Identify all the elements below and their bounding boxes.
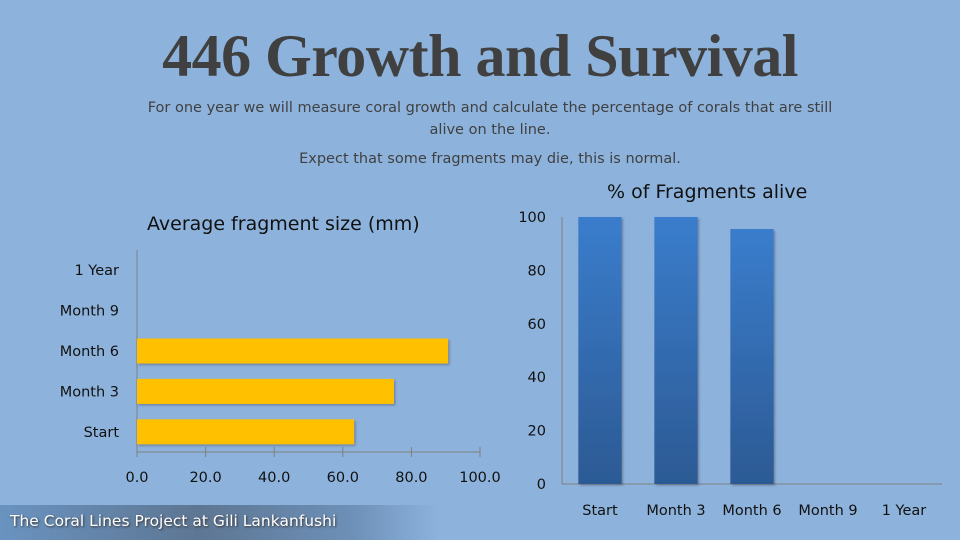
size-chart-x-tick-label: 80.0 <box>395 470 427 486</box>
alive-chart-category-label: Month 3 <box>646 503 705 519</box>
alive-chart-bar <box>730 229 774 484</box>
footer-text: The Coral Lines Project at Gili Lankanfu… <box>10 512 337 530</box>
size-chart-category-label: Month 3 <box>60 384 119 400</box>
size-chart-category-label: Start <box>84 425 120 441</box>
alive-chart-category-label: 1 Year <box>882 503 927 519</box>
alive-chart-y-tick-label: 80 <box>528 263 546 279</box>
alive-chart-category-label: Start <box>582 503 618 519</box>
alive-chart-y-tick-label: 100 <box>518 210 546 226</box>
size-chart-category-label: Month 6 <box>60 344 119 360</box>
size-chart-x-tick-label: 40.0 <box>258 470 290 486</box>
alive-chart-y-tick-label: 0 <box>537 477 546 493</box>
size-chart-x-tick-label: 60.0 <box>327 470 359 486</box>
alive-chart-y-tick-label: 20 <box>528 424 546 440</box>
alive-chart-y-tick-label: 60 <box>528 317 546 333</box>
alive-chart: 0 20 40 60 80 100 Start Month 3 Month 6 Month 9 1 … <box>518 210 942 519</box>
size-chart-x-tick-label: 100.0 <box>459 470 501 486</box>
alive-chart-title: % of Fragments alive <box>607 181 808 203</box>
size-chart-bar <box>137 419 355 445</box>
size-chart-category-label: Month 9 <box>60 304 119 320</box>
size-chart-bar <box>137 338 449 364</box>
slide-subtitle-line2: Expect that some fragments may die, this… <box>299 151 681 167</box>
size-chart-x-tick-label: 20.0 <box>189 470 221 486</box>
size-chart-category-label: 1 Year <box>74 263 119 279</box>
size-chart: 0.0 20.0 40.0 60.0 80.0 100.0 Start Month 3 Mont… <box>60 250 501 486</box>
alive-chart-category-label: Month 9 <box>798 503 857 519</box>
footer-banner: The Coral Lines Project at Gili Lankanfu… <box>0 505 440 540</box>
alive-chart-category-label: Month 6 <box>722 503 781 519</box>
size-chart-bar <box>137 378 394 404</box>
size-chart-x-tick-label: 0.0 <box>125 470 148 486</box>
size-chart-title: Average fragment size (mm) <box>147 213 420 235</box>
alive-chart-bar <box>578 217 622 484</box>
alive-chart-bar <box>654 217 698 484</box>
slide-subtitle-line1: For one year we will measure coral growt… <box>147 100 833 138</box>
slide-title: 446 Growth and Survival <box>162 23 798 89</box>
alive-chart-y-tick-label: 40 <box>528 370 546 386</box>
